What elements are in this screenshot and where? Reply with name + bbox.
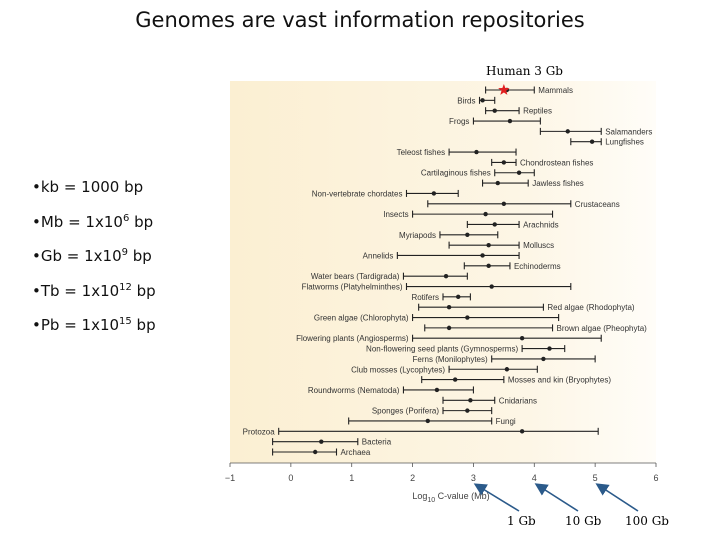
group-label: Club mosses (Lycophytes) (351, 365, 445, 374)
group-label: Non-flowering seed plants (Gymnosperms) (366, 345, 518, 354)
mean-point (446, 305, 452, 310)
group-label: Mosses and kin (Bryophytes) (508, 376, 611, 385)
group-label: Roundworms (Nematoda) (308, 386, 400, 395)
mean-point (456, 294, 461, 300)
group-label: Reptiles (523, 107, 552, 116)
group-label: Flowering plants (Angiosperms) (296, 334, 409, 343)
mean-point (495, 180, 500, 186)
group-label: Echinoderms (514, 262, 561, 271)
page-title: Genomes are vast information repositorie… (135, 8, 585, 32)
mean-point (431, 191, 437, 196)
x-tick-label: 2 (410, 473, 415, 483)
mean-point (425, 418, 430, 424)
annotation-arrow (473, 483, 520, 512)
group-label: Rotifers (411, 293, 439, 302)
x-tick-label: −1 (225, 473, 235, 483)
group-label: Sponges (Porifera) (372, 407, 439, 416)
x-tick-label: 4 (532, 473, 537, 483)
group-label: Protozoa (243, 427, 276, 436)
group-label: Brown algae (Pheophyta) (557, 324, 648, 333)
mean-point (452, 377, 458, 382)
mean-point (541, 356, 546, 362)
mean-point (480, 253, 485, 258)
arrow-label-100gb: 100 Gb (625, 514, 669, 528)
human-star-marker (498, 84, 510, 95)
group-label: Lungfishes (605, 138, 644, 147)
group-label: Flatworms (Platyhelminthes) (302, 283, 403, 292)
group-label: Myriapods (399, 231, 436, 240)
x-axis-label: Log10 C-value (Mb) (412, 491, 489, 504)
group-label: Red algae (Rhodophyta) (547, 303, 635, 312)
group-label: Annelids (363, 251, 394, 260)
definition-gb: •Gb = 1x109 bp (32, 247, 152, 265)
group-label: Ferns (Monilophytes) (413, 355, 488, 364)
group-label: Birds (457, 96, 475, 105)
definition-tb: •Tb = 1x1012 bp (32, 281, 156, 300)
mean-point (465, 408, 470, 413)
group-label: Archaea (341, 448, 371, 457)
group-label: Teleost fishes (397, 148, 445, 157)
mean-point (468, 398, 473, 403)
human-genome-label: Human 3 Gb (486, 64, 563, 78)
group-label: Molluscs (523, 241, 554, 250)
group-label: Fungi (496, 417, 516, 426)
mean-point (480, 98, 485, 103)
group-label: Salamanders (605, 127, 652, 136)
x-tick-label: 1 (349, 473, 354, 483)
annotation-arrow (534, 483, 579, 512)
mean-point (507, 118, 513, 124)
mean-point (483, 211, 488, 217)
mean-point (443, 273, 449, 279)
arrow-label-10gb: 10 Gb (565, 514, 602, 528)
mean-point (519, 429, 525, 434)
x-tick-label: 5 (593, 473, 598, 483)
group-label: Non-vertebrate chordates (312, 189, 403, 198)
group-label: Chondrostean fishes (520, 158, 593, 167)
definition-mb: •Mb = 1x106 bp (32, 212, 154, 231)
annotation-arrow (595, 483, 639, 512)
mean-point (489, 284, 494, 289)
mean-point (519, 336, 525, 341)
plot-panel (230, 81, 656, 463)
mean-point (589, 139, 595, 144)
group-label: Insects (383, 210, 408, 219)
mean-point (501, 201, 507, 206)
mean-point (516, 170, 522, 175)
group-label: Green algae (Chlorophyta) (314, 314, 409, 323)
group-label: Cnidarians (499, 396, 537, 405)
mean-point (474, 149, 479, 155)
group-label: Crustaceans (575, 200, 620, 209)
mean-point (565, 129, 570, 134)
group-label: Bacteria (362, 438, 392, 447)
x-tick-label: 3 (471, 473, 476, 483)
arrow-label-1gb: 1 Gb (507, 514, 536, 528)
group-label: Mammals (538, 86, 573, 95)
group-label: Jawless fishes (532, 179, 584, 188)
mean-point (319, 439, 324, 444)
mean-point (465, 315, 470, 320)
mean-point (313, 449, 318, 455)
mean-point (486, 242, 491, 248)
mean-point (492, 222, 497, 227)
mean-point (501, 160, 507, 165)
group-label: Cartilaginous fishes (421, 169, 491, 178)
mean-point (547, 346, 552, 351)
mean-point (504, 367, 510, 372)
mean-point (465, 232, 470, 237)
definition-pb: •Pb = 1x1015 bp (32, 316, 156, 334)
mean-point (492, 108, 497, 113)
x-tick-label: 0 (288, 473, 293, 483)
x-tick-label: 6 (653, 473, 658, 483)
unit-definitions: •kb = 1000 bp •Mb = 1x106 bp •Gb = 1x109… (32, 178, 156, 351)
group-label: Water bears (Tardigrada) (311, 272, 400, 281)
group-label: Arachnids (523, 220, 559, 229)
mean-point (486, 263, 491, 269)
definition-kb: •kb = 1000 bp (32, 178, 144, 196)
mean-point (434, 387, 440, 393)
mean-point (446, 325, 452, 331)
group-label: Frogs (449, 117, 469, 126)
